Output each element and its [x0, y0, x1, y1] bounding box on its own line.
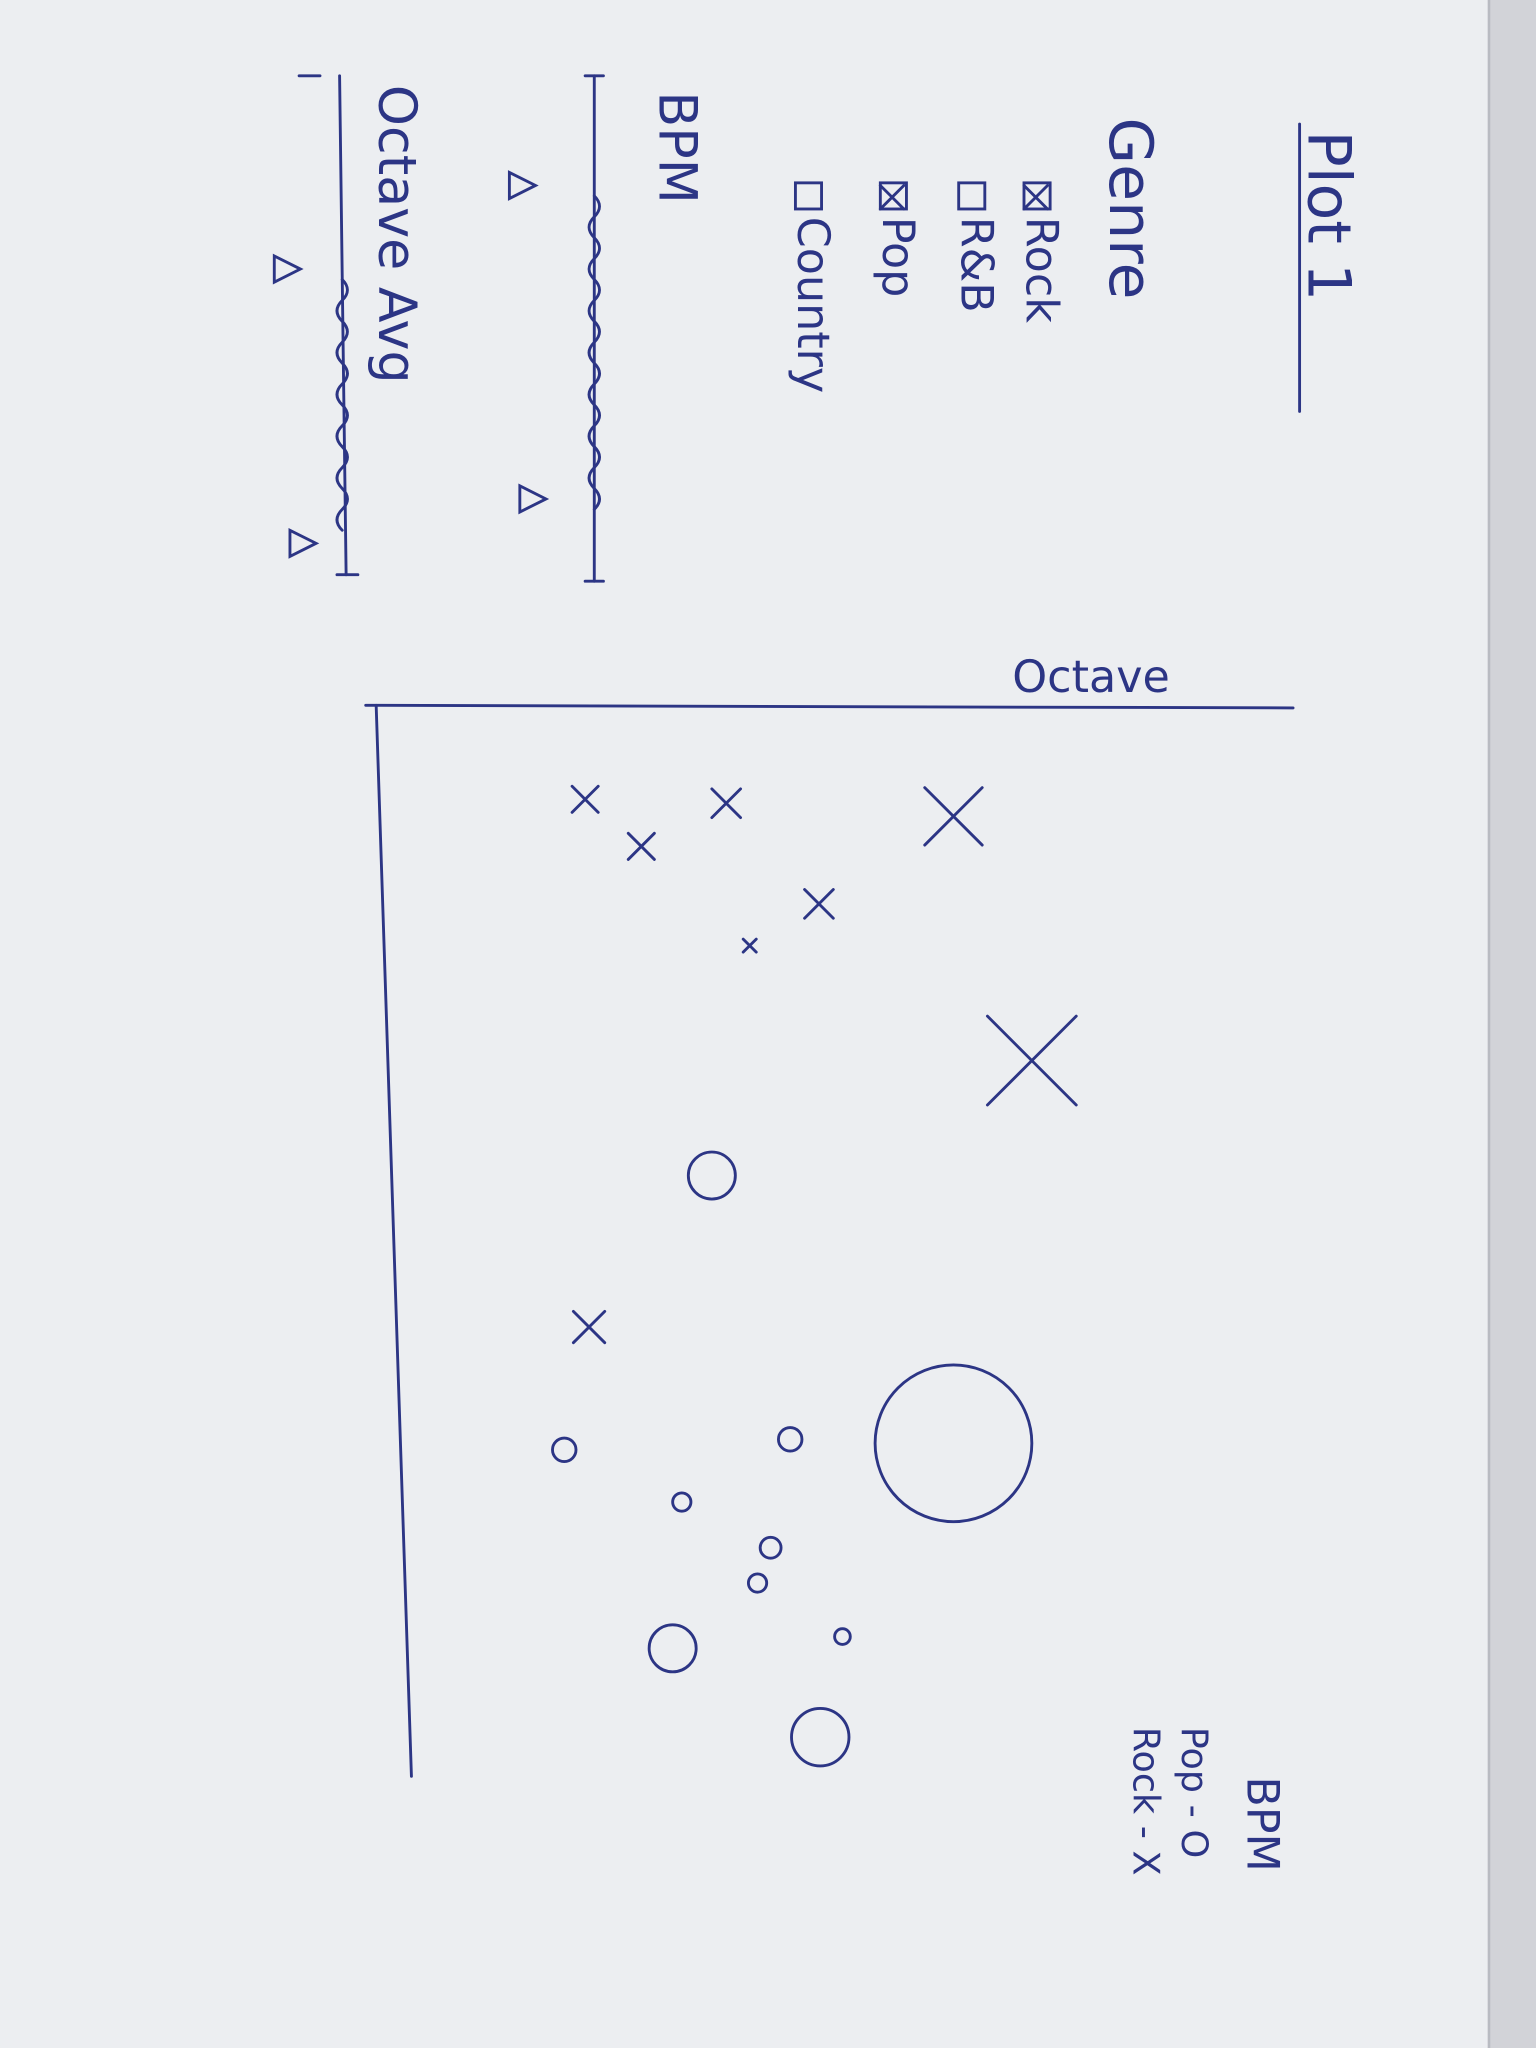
slider-handle[interactable]: [518, 483, 550, 515]
circle-point: [686, 1150, 737, 1201]
filter-option[interactable]: R&B: [950, 181, 1001, 313]
title: Plot 1: [1294, 131, 1364, 302]
circle-point: [833, 1627, 852, 1646]
slider-label: Octave Avg: [366, 85, 426, 384]
option-label: Rock: [1016, 217, 1067, 323]
slider-handle[interactable]: [272, 253, 304, 285]
filter-option[interactable]: Country: [787, 181, 838, 393]
cross-point: [923, 786, 984, 847]
axis-label: Octave: [1012, 652, 1170, 703]
circle-point: [777, 1426, 804, 1453]
checkbox: [793, 181, 823, 211]
plot-points: [551, 784, 1078, 1768]
cross-point: [570, 784, 600, 814]
check-mark: [878, 184, 906, 211]
bpm-axis: [374, 703, 413, 1778]
checkbox: [878, 181, 908, 211]
cross-point: [803, 888, 835, 920]
axis-label: BPM: [1236, 1776, 1287, 1872]
option-label: Country: [787, 217, 838, 393]
slider: [507, 74, 605, 583]
slider-label: BPM: [647, 91, 707, 203]
circle-point: [551, 1436, 578, 1463]
circle-point: [790, 1706, 851, 1768]
cross-point: [741, 937, 758, 954]
slider-handle[interactable]: [507, 170, 539, 201]
option-label: Pop: [872, 217, 923, 298]
cross-point: [985, 1014, 1078, 1107]
slider-range: [335, 278, 349, 532]
slider-range: [587, 194, 601, 511]
filter-options: Rock R&B Pop Country: [787, 181, 1067, 393]
circle-point: [873, 1363, 1034, 1524]
cross-point: [571, 1309, 607, 1345]
check-mark: [1022, 184, 1049, 211]
filter-option[interactable]: Pop: [872, 181, 923, 298]
legend-entry: Rock - X: [1125, 1727, 1168, 1876]
slider-handle[interactable]: [288, 527, 320, 559]
checkbox: [957, 181, 987, 211]
slider: [272, 74, 360, 577]
legend-entry: Pop - O: [1173, 1727, 1216, 1859]
cross-point: [626, 831, 656, 861]
circle-point: [746, 1572, 769, 1594]
option-label: R&B: [950, 217, 1001, 313]
cross-point: [710, 787, 743, 820]
circle-point: [671, 1491, 693, 1513]
filter-label: Genre: [1095, 118, 1165, 300]
filter-option[interactable]: Rock: [1016, 181, 1067, 323]
circle-point: [758, 1535, 783, 1560]
octave-axis: [364, 703, 1295, 710]
page-edge: [1488, 0, 1536, 2048]
circle-point: [647, 1623, 698, 1674]
checkbox: [1022, 181, 1052, 211]
